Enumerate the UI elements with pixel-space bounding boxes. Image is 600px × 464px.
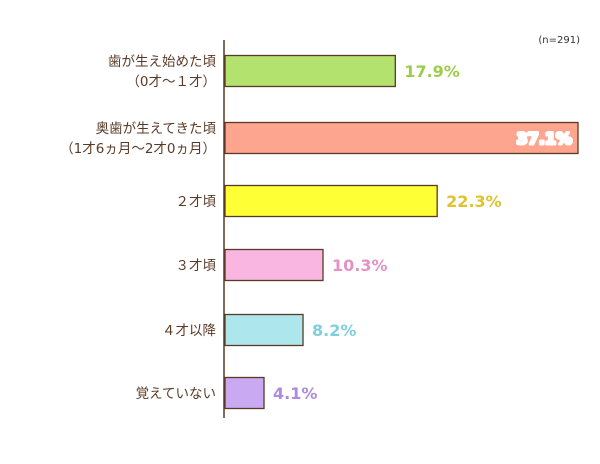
bar-0 [224, 54, 396, 88]
value-label-4: 8.2% [312, 321, 356, 340]
category-label-0-line-1: （0才〜１才） [126, 74, 216, 90]
value-label-0: 17.9% [404, 62, 460, 81]
bar-5 [224, 376, 265, 410]
bar-2 [224, 184, 438, 218]
bar-1 [224, 121, 579, 155]
category-label-0-line-0: 歯が生え始めた頃 [108, 54, 216, 70]
category-label-1-line-0: 奥歯が生えてきた頃 [96, 120, 217, 137]
value-label-3: 10.3% [332, 256, 388, 275]
category-label-1-line-1: （1才6ヵ月〜2才0ヵ月） [60, 141, 216, 157]
category-label-5: 覚えていない [136, 386, 216, 402]
value-label-2: 22.3% [446, 192, 502, 211]
bars-group: 歯が生え始めた頃 （0才〜１才） 17.9% 奥歯が生えてきた頃 （1才6ヵ月〜2才0ヵ… [60, 54, 579, 410]
sample-size-note: (n=291) [538, 35, 580, 46]
bar-3 [224, 248, 324, 282]
value-label-1: 37.1% [516, 129, 572, 148]
category-label-3: ３才頃 [176, 258, 217, 274]
bar-4 [224, 313, 304, 347]
category-label-2: ２才頃 [176, 194, 217, 210]
category-label-4: ４才以降 [162, 323, 216, 339]
value-label-5: 4.1% [273, 384, 317, 403]
